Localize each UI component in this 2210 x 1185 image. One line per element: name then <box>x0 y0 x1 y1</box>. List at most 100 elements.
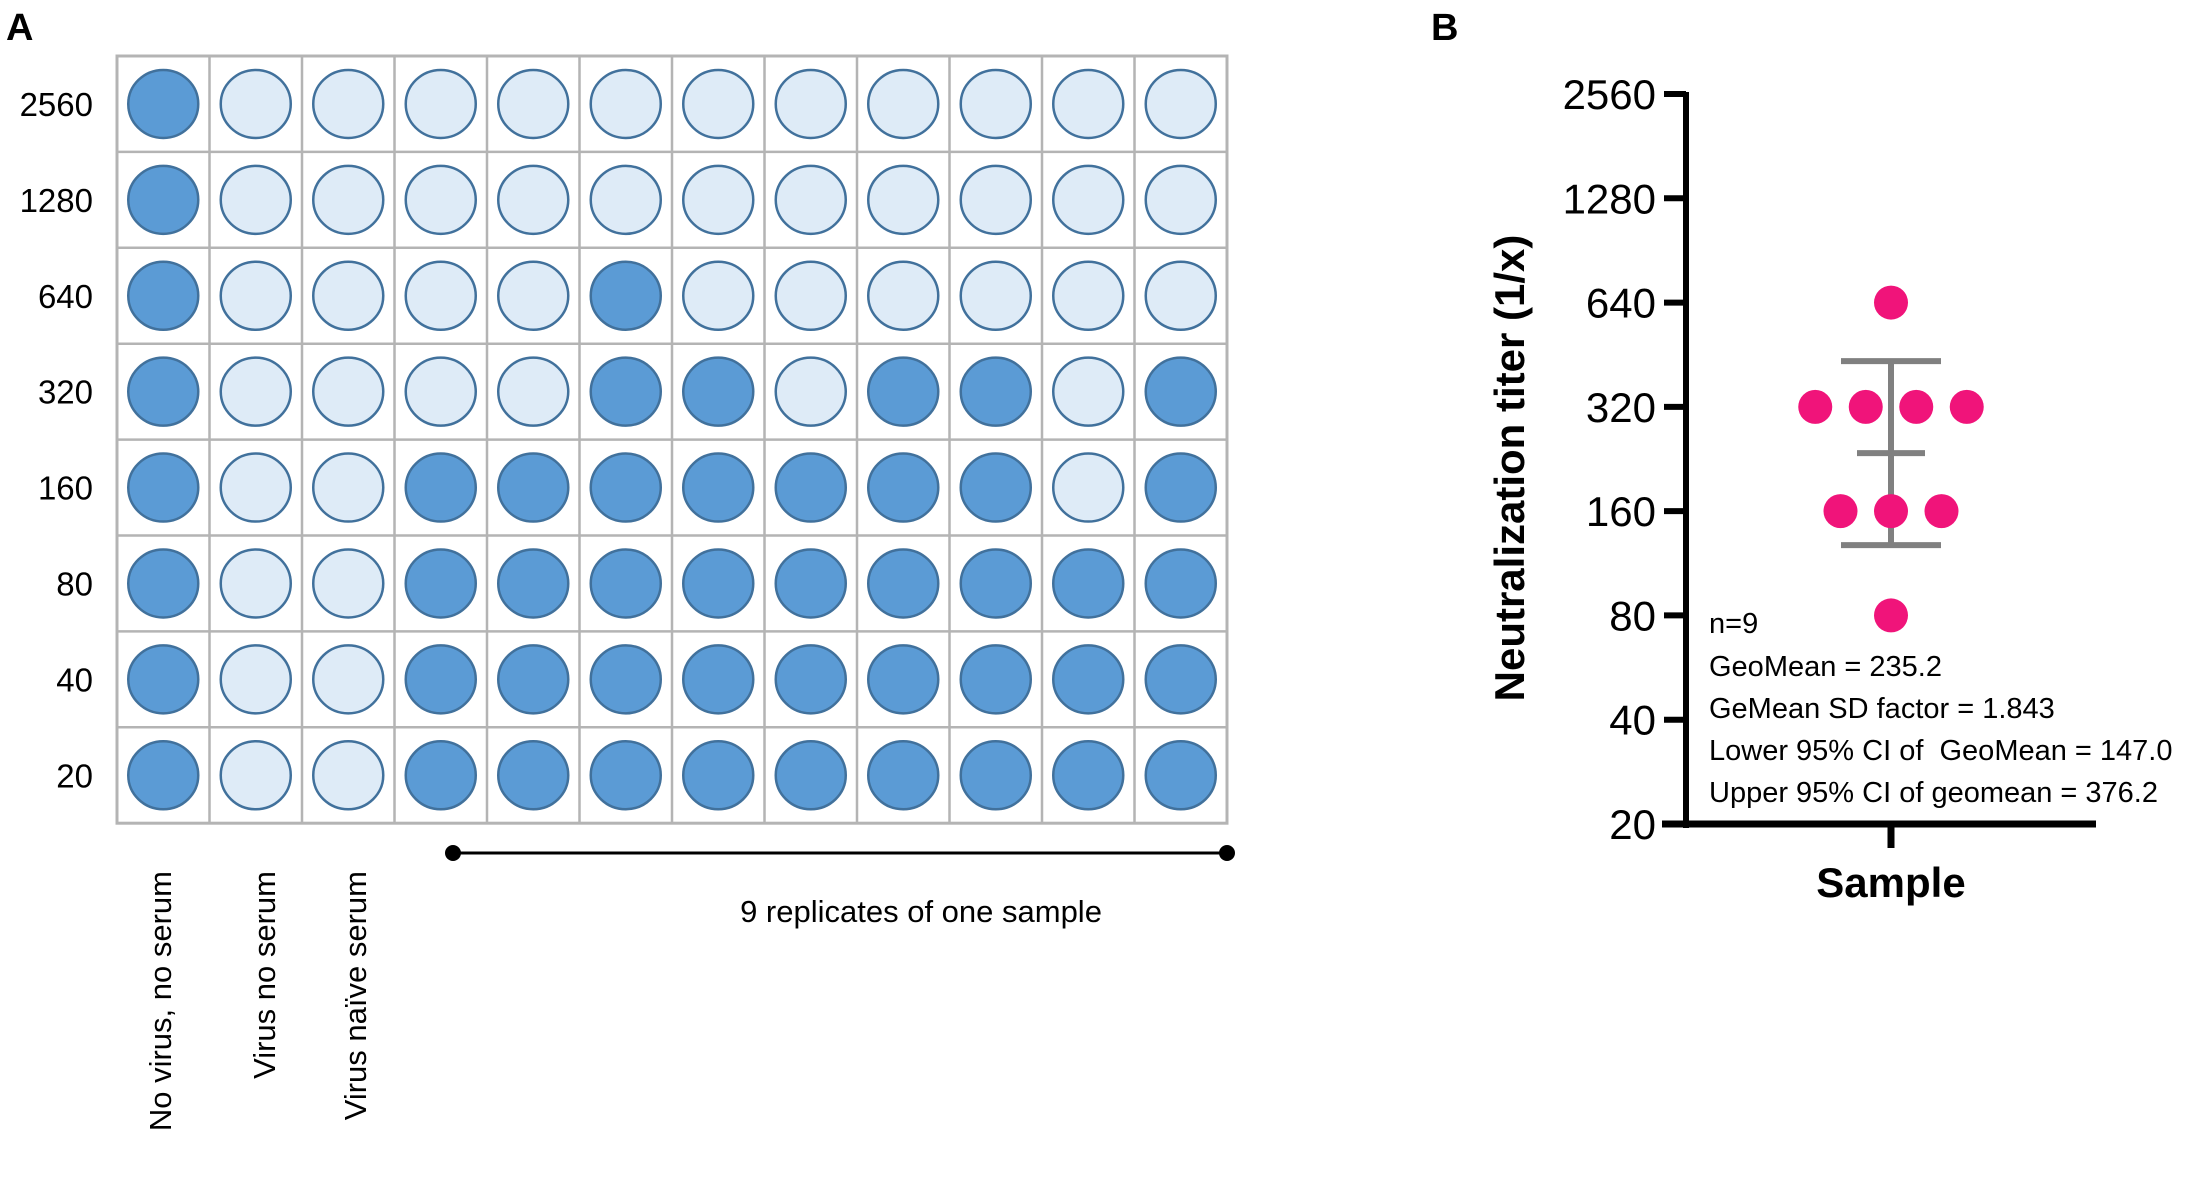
replicate-line-start-dot <box>445 845 461 861</box>
well-empty <box>404 260 477 331</box>
well-empty <box>404 356 477 427</box>
data-point <box>1899 389 1934 424</box>
well-empty <box>404 68 477 140</box>
well-filled <box>127 740 200 811</box>
well-empty <box>312 68 385 140</box>
well-filled <box>959 356 1032 427</box>
well-empty <box>312 164 385 236</box>
dilution-label: 160 <box>38 470 93 507</box>
dilution-label: 80 <box>56 565 93 602</box>
well-empty <box>219 260 292 331</box>
well-filled <box>867 356 940 427</box>
well-filled <box>589 740 662 811</box>
well-empty <box>497 68 570 140</box>
well-filled <box>959 740 1032 811</box>
well-empty <box>219 644 292 715</box>
panel-b: B Neutralization titer (1/x) Sample 2560… <box>1431 7 2172 906</box>
well-filled <box>497 644 570 715</box>
stat-line: GeoMean = 235.2 <box>1709 651 1942 683</box>
well-filled <box>682 452 755 523</box>
well-filled <box>497 740 570 811</box>
y-ticks: 2560 1280 640 320 160 80 40 20 <box>1563 71 1686 848</box>
well-empty <box>312 452 385 523</box>
y-tick-label: 640 <box>1586 280 1656 327</box>
well-filled <box>867 644 940 715</box>
well-empty <box>312 740 385 811</box>
well-filled <box>1052 740 1125 811</box>
well-filled <box>1144 740 1217 811</box>
dilution-label: 1280 <box>20 182 93 219</box>
well-filled <box>867 740 940 811</box>
dilution-label: 20 <box>56 757 93 794</box>
well-empty <box>312 260 385 331</box>
well-filled <box>497 548 570 619</box>
well-empty <box>1052 356 1125 427</box>
well-empty <box>219 164 292 236</box>
well-filled <box>589 548 662 619</box>
well-filled <box>774 452 847 523</box>
well-empty <box>1144 260 1217 331</box>
stat-line: n=9 <box>1709 608 1758 640</box>
well-filled <box>959 548 1032 619</box>
well-filled <box>1144 452 1217 523</box>
data-point <box>1874 598 1908 633</box>
well-filled <box>959 452 1032 523</box>
dilution-label: 40 <box>56 661 93 698</box>
well-empty <box>404 164 477 236</box>
well-empty <box>867 68 940 140</box>
well-filled <box>774 740 847 811</box>
well-filled <box>497 452 570 523</box>
dilution-labels: 2560 1280 640 320 160 80 40 20 <box>20 86 93 794</box>
well-empty <box>497 356 570 427</box>
well-empty <box>774 164 847 236</box>
well-empty <box>1052 164 1125 236</box>
well-filled <box>959 644 1032 715</box>
well-empty <box>312 356 385 427</box>
well-empty <box>219 356 292 427</box>
well-empty <box>219 548 292 619</box>
well-empty <box>1144 68 1217 140</box>
column-labels: No virus, no serum Virus no serum Virus … <box>143 871 373 1131</box>
statistics-annotation: n=9 GeoMean = 235.2 GeMean SD factor = 1.8… <box>1709 608 2172 809</box>
well-filled <box>404 644 477 715</box>
dilution-label: 320 <box>38 374 93 411</box>
well-empty <box>1052 452 1125 523</box>
y-tick-label: 2560 <box>1563 71 1656 118</box>
well-empty <box>589 164 662 236</box>
data-point <box>1874 285 1908 320</box>
y-tick-label: 1280 <box>1563 175 1656 222</box>
well-plate <box>115 54 1229 825</box>
well-filled <box>404 548 477 619</box>
well-filled <box>774 548 847 619</box>
y-tick-label: 80 <box>1609 592 1656 639</box>
well-empty <box>867 260 940 331</box>
well-empty <box>1052 260 1125 331</box>
data-point <box>1874 494 1908 529</box>
well-filled <box>867 452 940 523</box>
well-empty <box>774 260 847 331</box>
x-axis-category-label: Sample <box>1816 859 1965 906</box>
stat-line: GeMean SD factor = 1.843 <box>1709 693 2055 725</box>
y-tick-label: 320 <box>1586 384 1656 431</box>
well-filled <box>589 260 662 331</box>
well-empty <box>312 548 385 619</box>
y-tick-label: 40 <box>1609 697 1656 744</box>
well-filled <box>1052 548 1125 619</box>
well-empty <box>312 644 385 715</box>
well-filled <box>127 548 200 619</box>
well-filled <box>774 644 847 715</box>
stat-line: Upper 95% CI of geomean = 376.2 <box>1709 777 2158 809</box>
replicate-bracket: 9 replicates of one sample <box>445 845 1235 929</box>
well-filled <box>127 68 200 140</box>
data-points <box>1798 285 1984 633</box>
well-filled <box>1144 644 1217 715</box>
y-tick-label: 160 <box>1586 488 1656 535</box>
data-point <box>1848 389 1883 424</box>
y-tick-label: 20 <box>1609 801 1656 848</box>
well-filled <box>867 548 940 619</box>
well-empty <box>959 68 1032 140</box>
data-point <box>1823 494 1858 529</box>
well-empty <box>682 68 755 140</box>
well-empty <box>774 356 847 427</box>
